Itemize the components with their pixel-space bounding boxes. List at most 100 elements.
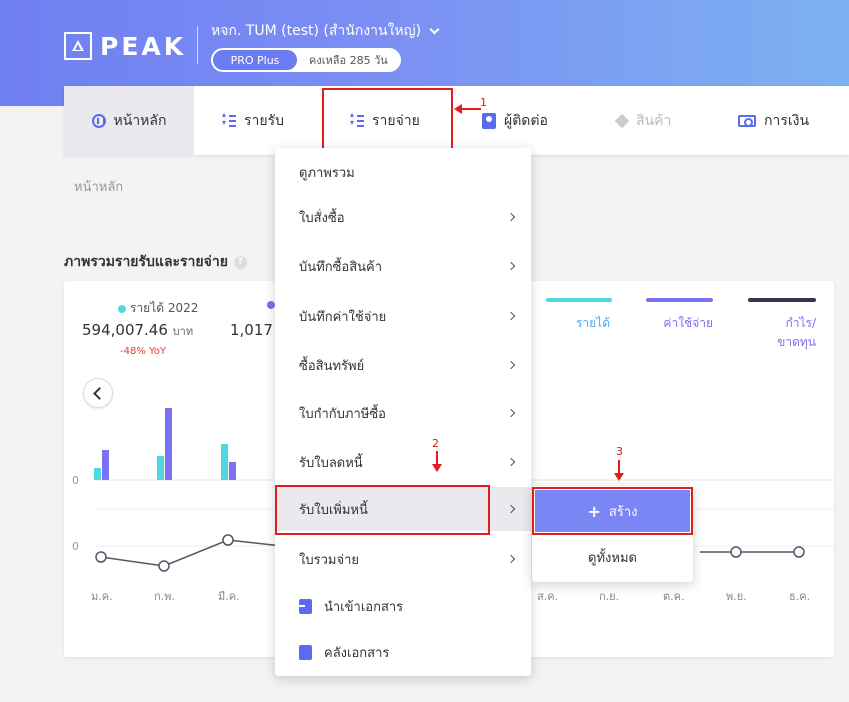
- profit-point: [222, 534, 234, 546]
- chevron-right-icon: [506, 457, 516, 467]
- nav-item-finance[interactable]: การเงิน: [738, 86, 809, 155]
- menu-item-combined-payment[interactable]: ใบรวมจ่าย: [275, 537, 531, 581]
- nav-item-products[interactable]: สินค้า: [614, 86, 672, 155]
- legend-income-bar: [546, 298, 612, 302]
- income-total: 594,007.46 บาท: [82, 321, 193, 340]
- legend-profit-bar: [748, 298, 816, 302]
- highlight-debit-note: [275, 485, 490, 535]
- chevron-down-icon: [429, 24, 440, 34]
- income-bar: [157, 456, 164, 480]
- peak-logo[interactable]: PEAK: [64, 31, 187, 61]
- menu-item-purchase-order[interactable]: ใบสั่งซื้อ: [275, 195, 531, 239]
- menu-item-label: ใบรวมจ่าย: [299, 552, 359, 568]
- document-icon: [299, 644, 312, 660]
- legend-expense-bar: [646, 298, 713, 302]
- annotation-arrow-1: [454, 104, 481, 114]
- menu-item-label: นำเข้าเอกสาร: [324, 599, 404, 615]
- income-unit: บาท: [172, 325, 194, 338]
- expense-bar: [165, 408, 172, 480]
- expense-bar: [102, 450, 109, 480]
- main-nav: หน้าหลัก รายรับ รายจ่าย ผู้ติดต่อ สินค้า…: [64, 86, 849, 155]
- info-icon[interactable]: ?: [233, 255, 247, 269]
- expense-dropdown-menu: ดูภาพรวม ใบสั่งซื้อ บันทึกซื้อสินค้า บัน…: [275, 148, 531, 676]
- income-bar: [94, 468, 101, 480]
- company-selector[interactable]: หจก. TUM (test) (สำนักงานใหญ่): [211, 20, 440, 42]
- profit-point: [95, 551, 107, 563]
- box-icon: [614, 113, 630, 128]
- plan-pill: PRO Plus คงเหลือ 285 วัน: [211, 48, 401, 72]
- chevron-right-icon: [506, 261, 516, 271]
- create-button[interactable]: + สร้าง: [535, 490, 690, 532]
- menu-item-overview[interactable]: ดูภาพรวม: [275, 150, 531, 194]
- menu-item-label: ใบกำกับภาษีซื้อ: [299, 406, 386, 422]
- income-yoy: -48% YoY: [120, 346, 167, 357]
- chevron-right-icon: [506, 212, 516, 222]
- header-divider: [197, 26, 198, 64]
- menu-item-document-archive[interactable]: คลังเอกสาร: [275, 630, 531, 674]
- income-dot: [118, 304, 126, 313]
- plan-days-remaining: คงเหลือ 285 วัน: [309, 54, 388, 67]
- expense-bar: [229, 462, 236, 480]
- section-title-text: ภาพรวมรายรับและรายจ่าย: [64, 254, 228, 270]
- income-bar: [221, 444, 228, 480]
- highlight-create-button: [532, 487, 693, 535]
- plan-badge: PRO Plus: [213, 50, 297, 70]
- nav-label-income: รายรับ: [244, 112, 284, 129]
- menu-item-expense-record[interactable]: บันทึกค่าใช้จ่าย: [275, 294, 531, 338]
- legend-income-label: รายได้: [575, 316, 610, 330]
- month-tick-label: ต.ค.: [663, 590, 685, 603]
- chevron-right-icon: [506, 504, 516, 514]
- profit-point: [158, 560, 170, 572]
- profit-point: [793, 546, 805, 558]
- money-icon: [738, 114, 756, 127]
- breadcrumb[interactable]: หน้าหลัก: [74, 180, 124, 195]
- chevron-right-icon: [506, 408, 516, 418]
- nav-item-income[interactable]: รายรับ: [222, 86, 284, 155]
- menu-item-credit-note-received[interactable]: รับใบลดหนี้: [275, 440, 531, 484]
- annotation-step-2: 2: [432, 437, 439, 450]
- menu-item-buy-asset[interactable]: ซื้อสินทรัพย์: [275, 343, 531, 387]
- legend-expense-label: ค่าใช้จ่าย: [663, 316, 713, 330]
- bar-zero-label: 0: [72, 474, 79, 487]
- nav-label-contacts: ผู้ติดต่อ: [504, 112, 548, 129]
- nav-label-expense: รายจ่าย: [372, 112, 420, 129]
- nav-item-home[interactable]: หน้าหลัก: [64, 86, 194, 155]
- nav-item-contacts[interactable]: ผู้ติดต่อ: [482, 86, 548, 155]
- contact-icon: [482, 112, 496, 129]
- legend-expense[interactable]: ค่าใช้จ่าย: [646, 298, 713, 338]
- menu-item-label: คลังเอกสาร: [324, 645, 390, 661]
- list-icon: [222, 111, 236, 128]
- month-tick-label: ก.พ.: [154, 590, 175, 603]
- annotation-step-1: 1: [480, 96, 487, 109]
- month-tick-label: ธ.ค.: [789, 590, 811, 603]
- month-tick-label: ม.ค.: [91, 590, 113, 603]
- month-tick-label: ก.ย.: [599, 590, 620, 603]
- menu-item-purchase-tax-invoice[interactable]: ใบกำกับภาษีซื้อ: [275, 391, 531, 435]
- nav-item-expense[interactable]: รายจ่าย: [350, 86, 420, 155]
- company-name: หจก. TUM (test) (สำนักงานใหญ่): [211, 23, 422, 39]
- legend-profit[interactable]: กำไร/ขาดทุน: [748, 298, 816, 349]
- menu-item-purchase-record[interactable]: บันทึกซื้อสินค้า: [275, 244, 531, 288]
- month-tick-label: พ.ย.: [726, 590, 747, 603]
- income-value: 594,007.46: [82, 321, 168, 339]
- menu-item-label: รับใบเพิ่มหนี้: [299, 502, 368, 518]
- menu-item-label: รับใบลดหนี้: [299, 455, 363, 471]
- nav-label-products: สินค้า: [636, 112, 672, 129]
- menu-item-label: บันทึกค่าใช้จ่าย: [299, 309, 387, 325]
- peak-logo-text: PEAK: [100, 31, 187, 61]
- peak-logo-mark: [64, 32, 92, 60]
- highlight-expense-nav: [322, 88, 453, 151]
- chart-prev-button[interactable]: [83, 378, 113, 408]
- month-tick-label: ส.ค.: [537, 590, 559, 603]
- list-icon: [350, 111, 364, 128]
- legend-profit-label: กำไร/ขาดทุน: [777, 316, 816, 349]
- create-label: สร้าง: [608, 504, 638, 520]
- menu-item-label: ใบสั่งซื้อ: [299, 210, 345, 226]
- expense-dot: [267, 301, 275, 309]
- menu-item-label: บันทึกซื้อสินค้า: [299, 259, 383, 275]
- expense-value: 1,017: [230, 321, 273, 339]
- menu-item-label: ซื้อสินทรัพย์: [299, 358, 365, 374]
- legend-income[interactable]: รายได้: [546, 298, 612, 338]
- menu-item-import-documents[interactable]: นำเข้าเอกสาร: [275, 584, 531, 628]
- view-all-link[interactable]: ดูทั้งหมด: [588, 550, 637, 566]
